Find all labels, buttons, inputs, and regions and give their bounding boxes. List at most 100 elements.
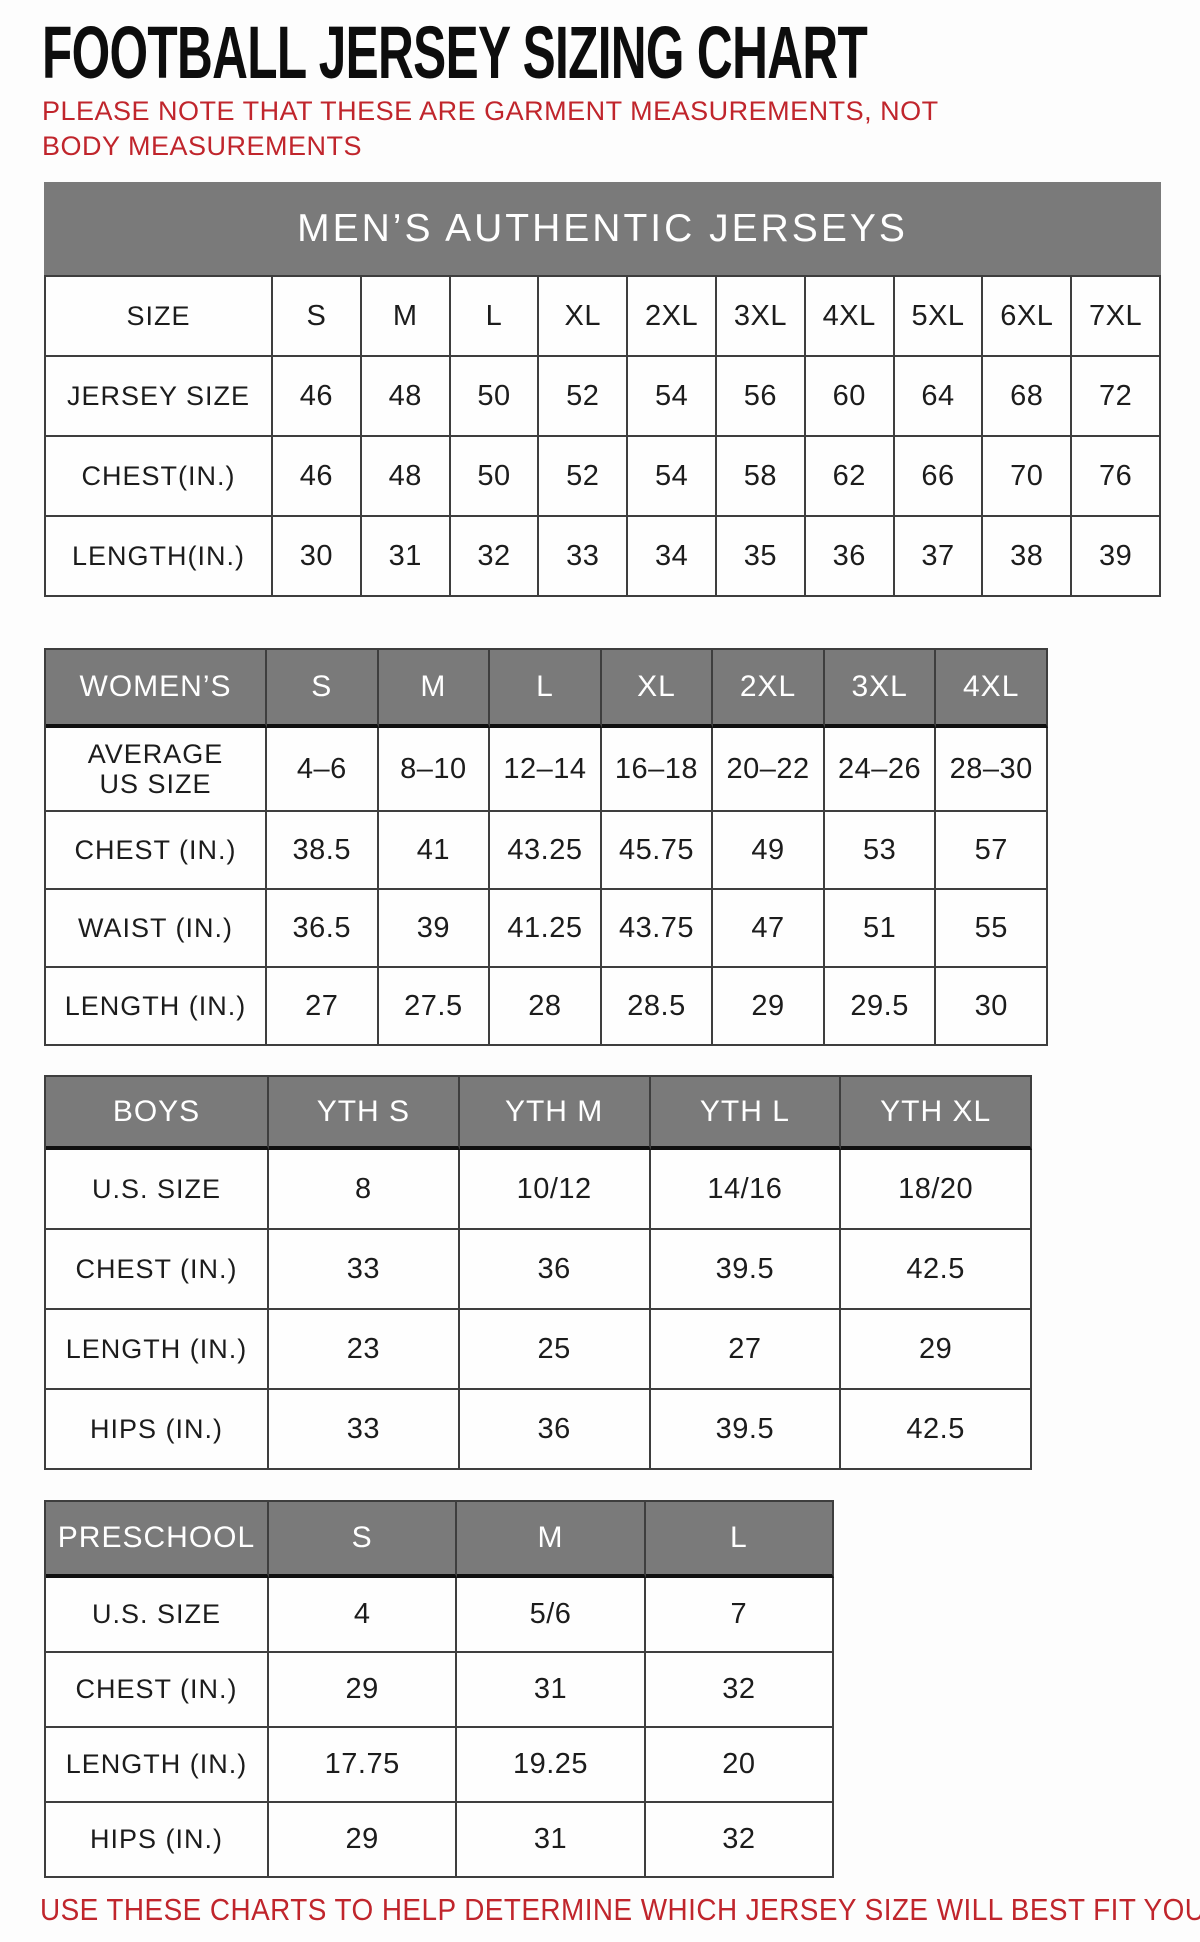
value-cell: 36	[459, 1390, 651, 1470]
value-cell: 36.5	[267, 890, 379, 968]
value-cell: 6XL	[983, 277, 1073, 357]
value-cell: 50	[450, 357, 540, 437]
value-cell: 54	[628, 357, 717, 437]
value-cell: 39.5	[650, 1230, 842, 1310]
row-label-cell: LENGTH (IN.)	[46, 1728, 269, 1803]
size-header-cell: YTH M	[459, 1077, 651, 1150]
value-cell: 58	[717, 437, 806, 517]
value-cell: 30	[273, 517, 362, 597]
value-cell: 28.5	[601, 968, 714, 1046]
row-label-cell: LENGTH (IN.)	[46, 1310, 269, 1390]
table-title-cell: WOMEN’S	[46, 650, 267, 728]
size-header-cell: L	[645, 1502, 834, 1578]
value-cell: 16–18	[601, 728, 714, 812]
value-cell: 38.5	[267, 812, 379, 890]
value-cell: 72	[1072, 357, 1161, 437]
table-title-cell: PRESCHOOL	[46, 1502, 269, 1578]
mens-table-grid: SIZE S M L XL 2XL 3XL 4XL 5XL 6XL 7XL JERSEY SIZE 46…	[44, 275, 1161, 597]
value-cell: 62	[805, 437, 895, 517]
value-cell: 33	[269, 1230, 460, 1310]
value-cell: 5/6	[457, 1578, 646, 1653]
value-cell: 36	[805, 517, 895, 597]
value-cell: 53	[824, 812, 937, 890]
value-cell: 31	[457, 1653, 646, 1728]
row-label-cell: CHEST (IN.)	[46, 1230, 269, 1310]
row-label-cell: LENGTH (IN.)	[46, 968, 267, 1046]
value-cell: XL	[539, 277, 629, 357]
size-header-cell: S	[267, 650, 379, 728]
value-cell: 29	[841, 1310, 1032, 1390]
value-cell: 64	[894, 357, 984, 437]
value-cell: 31	[361, 517, 451, 597]
row-label-cell: U.S. SIZE	[46, 1150, 269, 1230]
value-cell: 46	[273, 357, 362, 437]
value-cell: 17.75	[269, 1728, 458, 1803]
value-cell: 24–26	[824, 728, 937, 812]
page-title: FOOTBALL JERSEY SIZING CHART	[42, 11, 868, 94]
value-cell: 28	[490, 968, 602, 1046]
value-cell: 28–30	[936, 728, 1048, 812]
size-header-cell: 4XL	[936, 650, 1048, 728]
value-cell: 57	[936, 812, 1048, 890]
row-label-cell: WAIST (IN.)	[46, 890, 267, 968]
value-cell: 4XL	[805, 277, 895, 357]
value-cell: 41	[378, 812, 491, 890]
value-cell: 39.5	[650, 1390, 842, 1470]
value-cell: 33	[269, 1390, 460, 1470]
boys-table: BOYS YTH S YTH M YTH L YTH XL U.S. SIZE 8 10/12…	[44, 1075, 1032, 1470]
value-cell: S	[273, 277, 362, 357]
footer-note: USE THESE CHARTS TO HELP DETERMINE WHICH…	[40, 1892, 1200, 1927]
value-cell: 27.5	[378, 968, 491, 1046]
value-cell: 76	[1072, 437, 1161, 517]
value-cell: 32	[450, 517, 540, 597]
value-cell: 70	[983, 437, 1073, 517]
value-cell: 42.5	[841, 1390, 1032, 1470]
size-header-cell: 3XL	[824, 650, 937, 728]
value-cell: 51	[824, 890, 937, 968]
value-cell: 4	[269, 1578, 458, 1653]
value-cell: 7	[645, 1578, 834, 1653]
value-cell: 23	[269, 1310, 460, 1390]
value-cell: 42.5	[841, 1230, 1032, 1310]
value-cell: 52	[539, 357, 629, 437]
womens-table-grid: WOMEN’S S M L XL 2XL 3XL 4XL AVERAGE US SIZE 4–6 8…	[44, 648, 1048, 1046]
value-cell: 5XL	[894, 277, 984, 357]
value-cell: 30	[936, 968, 1048, 1046]
value-cell: M	[361, 277, 451, 357]
row-label-cell: LENGTH(IN.)	[46, 517, 273, 597]
value-cell: 10/12	[459, 1150, 651, 1230]
size-header-cell: YTH L	[650, 1077, 842, 1150]
row-label-cell: CHEST(IN.)	[46, 437, 273, 517]
row-label-cell: CHEST (IN.)	[46, 812, 267, 890]
value-cell: 29	[269, 1803, 458, 1878]
value-cell: 37	[894, 517, 984, 597]
value-cell: 50	[450, 437, 540, 517]
value-cell: 46	[273, 437, 362, 517]
size-header-cell: YTH XL	[841, 1077, 1032, 1150]
value-cell: 27	[650, 1310, 842, 1390]
value-cell: 48	[361, 437, 451, 517]
value-cell: 52	[539, 437, 629, 517]
garment-measurement-note: PLEASE NOTE THAT THESE ARE GARMENT MEASU…	[42, 96, 939, 161]
preschool-table: PRESCHOOL S M L U.S. SIZE 4 5/6 7 CHEST (IN.) 29 3…	[44, 1500, 834, 1878]
value-cell: 33	[539, 517, 629, 597]
value-cell: 41.25	[490, 890, 602, 968]
value-cell: 29	[269, 1653, 458, 1728]
size-header-cell: XL	[601, 650, 714, 728]
value-cell: 36	[459, 1230, 651, 1310]
value-cell: 19.25	[457, 1728, 646, 1803]
value-cell: L	[450, 277, 540, 357]
value-cell: 35	[717, 517, 806, 597]
mens-table-banner: MEN’S AUTHENTIC JERSEYS	[44, 182, 1161, 275]
value-cell: 3XL	[717, 277, 806, 357]
value-cell: 7XL	[1072, 277, 1161, 357]
size-header-cell: S	[269, 1502, 458, 1578]
preschool-table-grid: PRESCHOOL S M L U.S. SIZE 4 5/6 7 CHEST (IN.) 29 3…	[44, 1500, 834, 1878]
row-label-cell: JERSEY SIZE	[46, 357, 273, 437]
value-cell: 20	[645, 1728, 834, 1803]
value-cell: 34	[628, 517, 717, 597]
value-cell: 2XL	[628, 277, 717, 357]
boys-table-grid: BOYS YTH S YTH M YTH L YTH XL U.S. SIZE 8 10/12…	[44, 1075, 1032, 1470]
size-header-cell: L	[490, 650, 602, 728]
value-cell: 4–6	[267, 728, 379, 812]
